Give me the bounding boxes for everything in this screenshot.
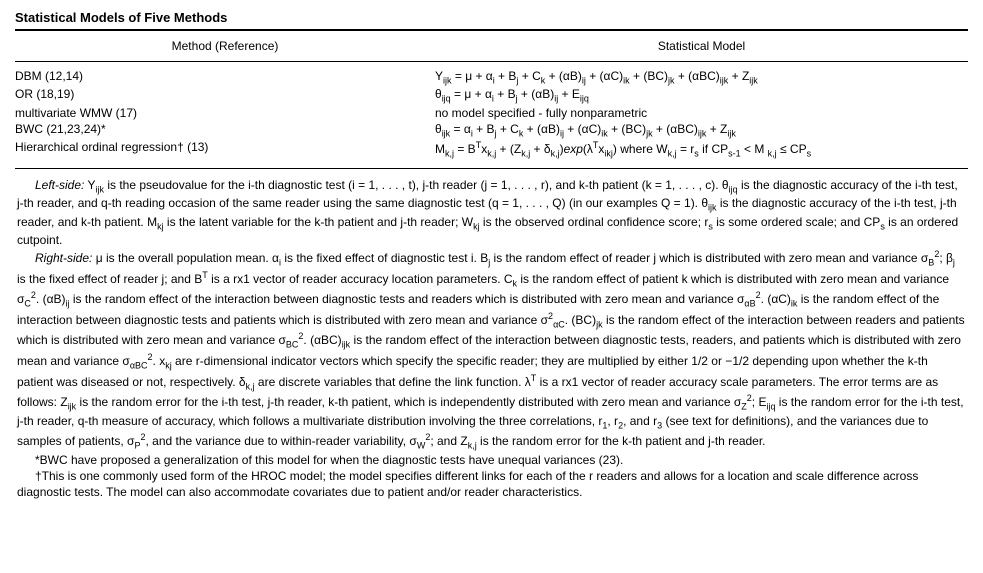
bottom-rule bbox=[15, 168, 968, 169]
method-cell: OR (18,19) bbox=[15, 87, 435, 103]
model-cell: θijq = μ + αi + Bj + (αB)ij + Eijq bbox=[435, 87, 968, 103]
top-rule bbox=[15, 29, 968, 31]
header-rule bbox=[15, 61, 968, 62]
header-model: Statistical Model bbox=[435, 39, 968, 53]
method-cell: multivariate WMW (17) bbox=[15, 106, 435, 120]
model-cell: θijk = αi + Bj + Ck + (αB)ij + (αC)ik + … bbox=[435, 122, 968, 138]
header-method: Method (Reference) bbox=[15, 39, 435, 53]
table-body: DBM (12,14) Yijk = μ + αi + Bj + Ck + (α… bbox=[15, 64, 968, 166]
table-header-row: Method (Reference) Statistical Model bbox=[15, 33, 968, 59]
method-cell: BWC (21,23,24)* bbox=[15, 122, 435, 138]
caption-block: Left-side: Yijk is the pseudovalue for t… bbox=[15, 171, 968, 501]
table-row: multivariate WMW (17) no model specified… bbox=[15, 105, 968, 121]
caption-paragraph: Right-side: μ is the overall population … bbox=[17, 248, 966, 451]
method-cell: Hierarchical ordinal regression† (13) bbox=[15, 140, 435, 158]
table-row: DBM (12,14) Yijk = μ + αi + Bj + Ck + (α… bbox=[15, 68, 968, 86]
caption-footnote: *BWC have proposed a generalization of t… bbox=[17, 452, 966, 468]
model-cell: Mk,j = BTxk,j + (Zk,j + δk,j)exp(λTxikj)… bbox=[435, 140, 968, 158]
caption-paragraph: Left-side: Yijk is the pseudovalue for t… bbox=[17, 177, 966, 249]
table-row: Hierarchical ordinal regression† (13) Mk… bbox=[15, 139, 968, 159]
table-row: BWC (21,23,24)* θijk = αi + Bj + Ck + (α… bbox=[15, 121, 968, 139]
method-cell: DBM (12,14) bbox=[15, 69, 435, 85]
table-title: Statistical Models of Five Methods bbox=[15, 10, 968, 25]
model-cell: Yijk = μ + αi + Bj + Ck + (αB)ij + (αC)i… bbox=[435, 69, 968, 85]
model-cell: no model specified - fully nonparametric bbox=[435, 106, 968, 120]
caption-footnote: †This is one commonly used form of the H… bbox=[17, 468, 966, 500]
table-row: OR (18,19) θijq = μ + αi + Bj + (αB)ij +… bbox=[15, 86, 968, 104]
